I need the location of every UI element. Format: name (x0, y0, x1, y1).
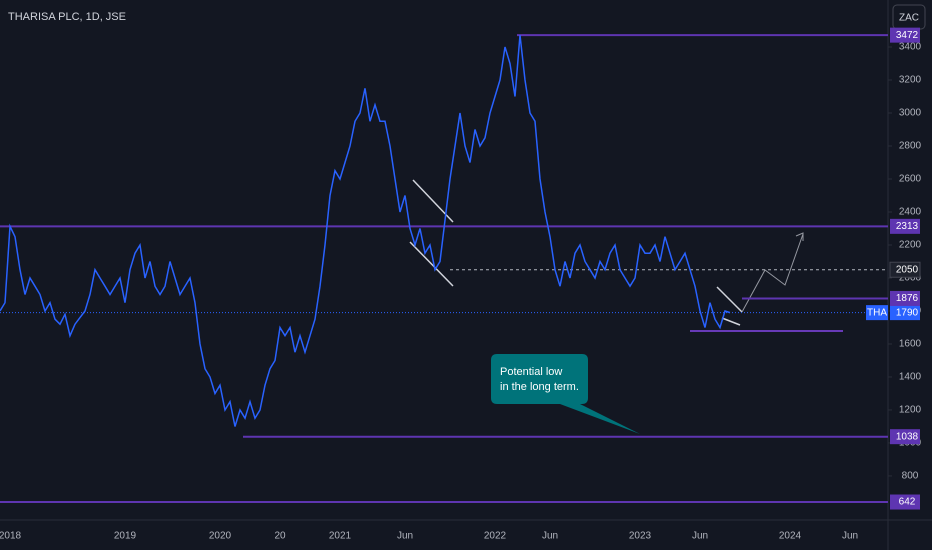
y-tick-label: 2000 (899, 273, 922, 284)
level-badge-label: 3472 (896, 30, 919, 41)
level-badge (890, 494, 920, 510)
x-tick-label: 2023 (629, 531, 652, 542)
symbol-badge (866, 305, 888, 321)
y-tick-label: 3200 (899, 75, 922, 86)
level-badge (890, 429, 920, 445)
level-badge-label: 642 (899, 497, 916, 508)
x-tick-label: 2018 (0, 531, 22, 542)
level-badge-label: 1038 (896, 431, 919, 442)
channel-line (721, 317, 741, 326)
y-tick-label: 1400 (899, 372, 922, 383)
level-badge (890, 218, 920, 234)
y-tick-label: 1200 (899, 405, 922, 416)
x-tick-label: Jun (542, 531, 558, 542)
level-badge-label: 1876 (896, 293, 919, 304)
level-badge (890, 290, 920, 306)
drawings (409, 179, 843, 434)
x-tick-label: Jun (692, 531, 708, 542)
y-tick-label: 2400 (899, 207, 922, 218)
level-badge-label: 2313 (896, 221, 919, 232)
x-tick-label: 2022 (484, 531, 507, 542)
x-tick-label: Jun (397, 531, 413, 542)
x-tick-label: 2021 (329, 531, 352, 542)
price-line (0, 35, 731, 427)
annotation-callout (491, 354, 640, 434)
y-tick-label: 2800 (899, 141, 922, 152)
price-badge (890, 305, 920, 321)
x-tick-label: 2024 (779, 531, 802, 542)
symbol-label: THA (867, 307, 887, 318)
x-tick-label: 2019 (114, 531, 137, 542)
price-badge-label: 1790 (896, 307, 919, 318)
x-tick-label: 2020 (209, 531, 232, 542)
y-tick-label: 2200 (899, 240, 922, 251)
annotation-line: in the long term. (500, 381, 579, 393)
channel-line (716, 286, 743, 313)
reference-badge-label: 2050 (896, 264, 919, 275)
level-badge (890, 27, 920, 43)
y-tick-label: 2600 (899, 174, 922, 185)
y-tick-label: 3000 (899, 108, 922, 119)
x-tick-label: Jun (842, 531, 858, 542)
chart-title: THARISA PLC, 1D, JSE (8, 11, 126, 23)
y-tick-label: 3400 (899, 42, 922, 53)
y-tick-label: 800 (902, 471, 919, 482)
x-tick-label: 20 (274, 531, 286, 542)
projection-arrow (741, 233, 804, 313)
arrow-head (795, 232, 804, 241)
currency-label[interactable]: ZAC (899, 13, 919, 24)
annotation-line: Potential low (500, 366, 562, 378)
reference-badge (889, 261, 921, 278)
y-tick-label: 1600 (899, 339, 922, 350)
channel-line (409, 241, 454, 287)
